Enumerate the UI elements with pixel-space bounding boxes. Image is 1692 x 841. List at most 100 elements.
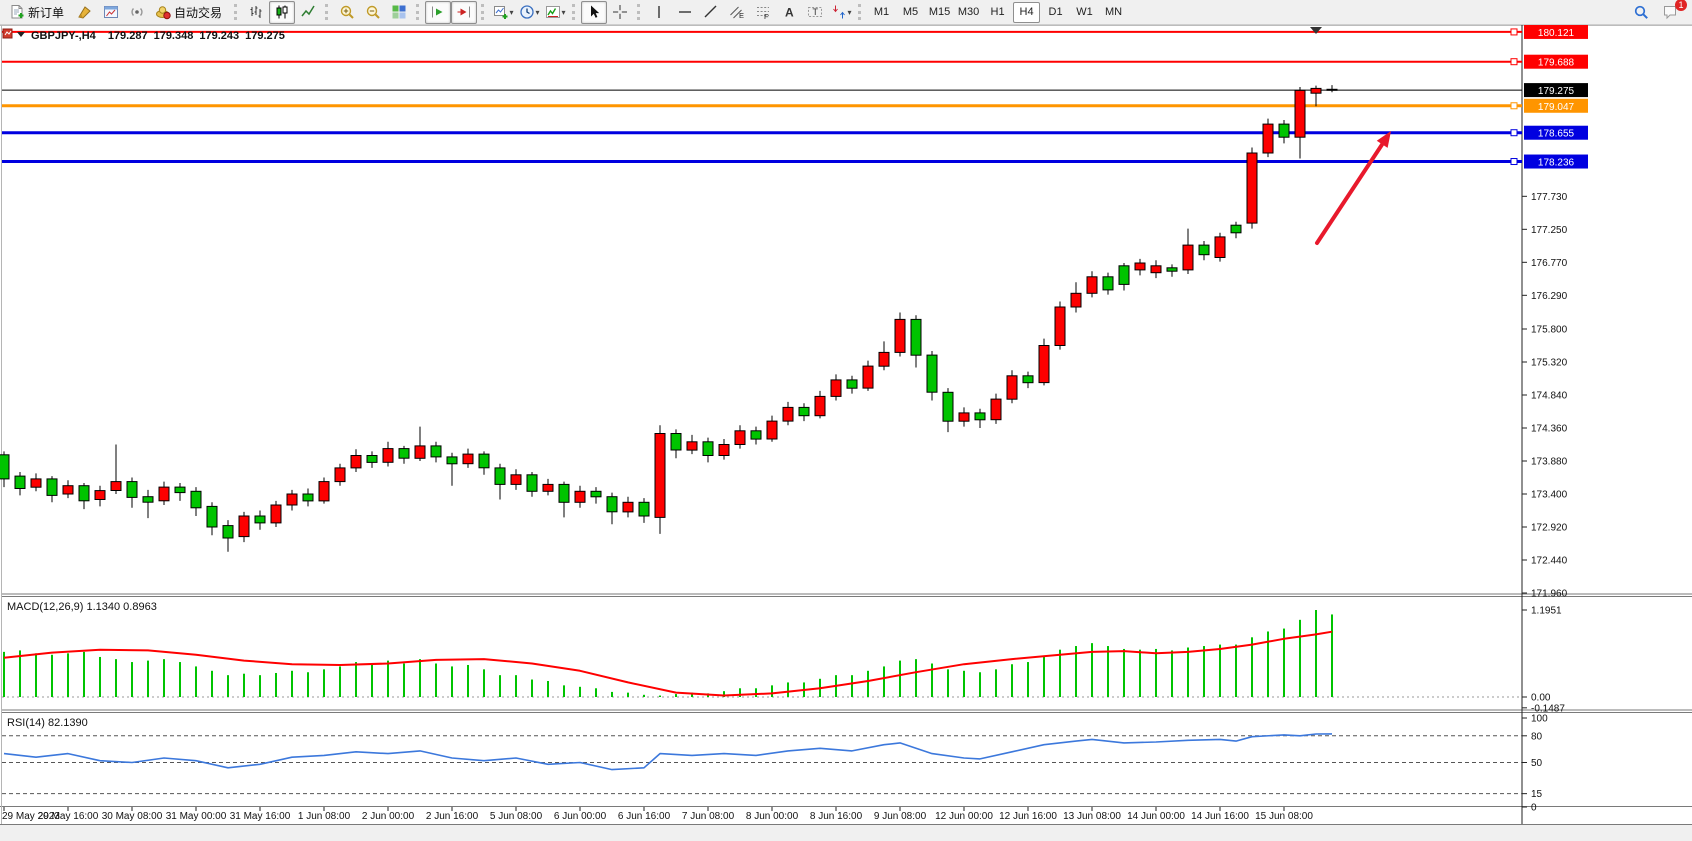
chevron-down-icon[interactable]: ▾ — [535, 7, 540, 17]
horizontal-line-button[interactable] — [672, 1, 698, 24]
svg-text:5 Jun 08:00: 5 Jun 08:00 — [490, 811, 543, 822]
arrow-shaft[interactable] — [1315, 139, 1387, 245]
toolbar-group-handle[interactable] — [637, 4, 641, 20]
vertical-line-button[interactable] — [646, 1, 672, 24]
bars-icon — [250, 6, 262, 18]
svg-text:13 Jun 08:00: 13 Jun 08:00 — [1063, 811, 1121, 822]
equidistant-channel-button[interactable]: E — [724, 1, 750, 24]
line-chart-button[interactable] — [295, 1, 321, 24]
price-badges: 180.121 179.688 179.275 179.047 178.655 178.2… — [1524, 24, 1588, 169]
chevron-down-icon[interactable]: ▾ — [509, 7, 514, 17]
line-anchor-handle[interactable] — [1510, 28, 1518, 36]
periods-button[interactable]: ▾ — [516, 1, 542, 24]
text-button[interactable]: A — [776, 1, 802, 24]
timeframe-m1-button[interactable]: M1 — [873, 6, 890, 18]
candle — [894, 312, 906, 357]
chart-shift-button[interactable] — [451, 0, 478, 24]
chart-background — [0, 25, 1692, 825]
chevron-down-icon[interactable]: ▾ — [847, 7, 852, 17]
new-chart-button[interactable]: ▾ — [490, 1, 516, 24]
market-watch-icon — [104, 6, 119, 18]
chat-button[interactable]: 1 — [1658, 0, 1687, 24]
cursor-button[interactable] — [581, 0, 608, 24]
signals-button[interactable] — [124, 1, 150, 24]
candle — [1086, 271, 1098, 298]
shift-marker[interactable] — [1310, 27, 1322, 34]
auto-scroll-icon — [432, 6, 443, 18]
candle — [462, 448, 474, 468]
candle — [1246, 147, 1258, 229]
tile-windows-button[interactable] — [386, 1, 412, 24]
arrow-head[interactable] — [1376, 131, 1391, 148]
timeframe-m15-button[interactable]: M15 — [928, 6, 951, 18]
arrows-button[interactable]: ▾ — [828, 1, 854, 24]
svg-text:0.00: 0.00 — [1531, 693, 1551, 704]
vline-icon — [658, 6, 660, 18]
candle — [1134, 258, 1146, 276]
toolbar-group-handle[interactable] — [572, 4, 576, 20]
timeframe-mn-button[interactable]: MN — [1104, 6, 1123, 18]
candle — [1294, 87, 1306, 159]
timeframe-h4-button[interactable]: H4 — [1013, 1, 1041, 23]
candle — [734, 425, 746, 449]
line-icon — [301, 5, 315, 17]
candle — [14, 472, 26, 496]
svg-text:15: 15 — [1531, 789, 1543, 800]
toolbar-group-handle[interactable] — [481, 4, 485, 20]
candles-chart-button[interactable] — [269, 0, 296, 24]
line-anchor-handle[interactable] — [1510, 158, 1518, 166]
collapse-arrow-icon[interactable] — [17, 32, 25, 37]
candle — [1022, 371, 1034, 389]
svg-text:50: 50 — [1531, 758, 1543, 769]
svg-text:171.960: 171.960 — [1531, 589, 1568, 600]
candle — [974, 408, 986, 428]
toolbar-group-handle[interactable] — [858, 4, 862, 20]
indicators-list-button[interactable]: ▾ — [542, 1, 568, 24]
zoom-in-button[interactable] — [334, 1, 360, 24]
candle — [158, 481, 170, 505]
line-anchor-handle[interactable] — [1510, 129, 1518, 137]
svg-text:173.880: 173.880 — [1531, 457, 1568, 468]
arrow-annotation[interactable] — [1315, 131, 1391, 245]
candle — [286, 489, 298, 511]
toolbar-group-handle[interactable] — [234, 4, 238, 20]
line-anchor-handle[interactable] — [1510, 58, 1518, 66]
svg-text:8 Jun 16:00: 8 Jun 16:00 — [810, 811, 863, 822]
candle — [766, 415, 778, 442]
svg-text:172.440: 172.440 — [1531, 556, 1568, 567]
fibonacci-button[interactable]: F — [750, 1, 776, 24]
candle — [798, 403, 810, 422]
search-button[interactable] — [1628, 1, 1654, 24]
timeframe-h1-button[interactable]: H1 — [990, 6, 1005, 18]
styler-button[interactable] — [72, 1, 98, 24]
timeframe-w1-button[interactable]: W1 — [1076, 6, 1093, 18]
timeframe-m30-button[interactable]: M30 — [957, 6, 980, 18]
timeframe-d1-button[interactable]: D1 — [1048, 6, 1063, 18]
timeframe-m5-button[interactable]: M5 — [902, 6, 919, 18]
new-order-button[interactable]: 新订单 — [4, 1, 72, 24]
chevron-down-icon[interactable]: ▾ — [561, 7, 566, 17]
candle — [510, 469, 522, 490]
toolbar-group-handle[interactable] — [416, 4, 420, 20]
candle — [1262, 118, 1274, 158]
trendline-button[interactable] — [698, 1, 724, 24]
candle — [430, 441, 442, 463]
tiles-icon — [392, 5, 406, 19]
market-watch-button[interactable] — [98, 1, 124, 24]
text-label-button[interactable]: T — [802, 1, 828, 24]
toolbar-group-handle[interactable] — [325, 4, 329, 20]
candle — [1006, 370, 1018, 404]
horizontal-levels[interactable] — [2, 28, 1522, 166]
price-badge-179.047: 179.047 — [1538, 102, 1575, 113]
bars-chart-button[interactable] — [243, 1, 269, 24]
candle — [830, 374, 842, 401]
macd-label: MACD(12,26,9) 1.1340 0.8963 — [7, 601, 157, 613]
chart-shift-marker[interactable] — [1310, 27, 1322, 34]
line-anchor-handle[interactable] — [1510, 102, 1518, 110]
crosshair-button[interactable] — [607, 1, 633, 24]
auto-scroll-button[interactable] — [425, 0, 452, 24]
auto-trading-button[interactable]: 自动交易 — [150, 1, 230, 24]
zoom-out-button[interactable] — [360, 1, 386, 24]
auto-trading-label: 自动交易 — [174, 5, 223, 20]
